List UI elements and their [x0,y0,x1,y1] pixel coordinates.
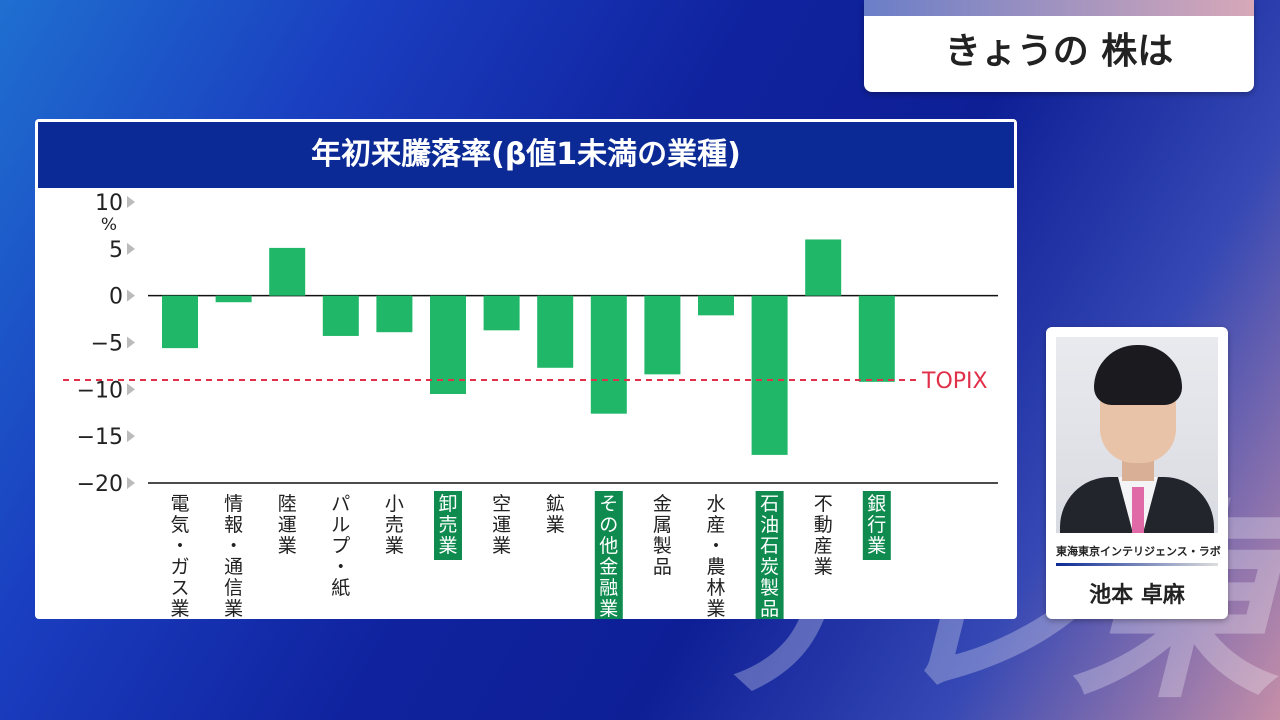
category-label: 情報・通信業 [224,493,243,619]
y-tick-marker [127,336,135,349]
category-label: パルプ・紙 [331,493,350,599]
category-label: 石油石炭製品 [760,493,779,619]
presenter-photo [1056,337,1218,533]
y-tick-label: −10 [77,378,123,403]
bar [430,295,466,395]
presenter-org: 東海東京インテリジェンス・ラボ [1056,545,1221,558]
category-label: 金属製品 [653,493,672,578]
presenter-card: 東海東京インテリジェンス・ラボ 池本 卓麻 [1046,327,1228,619]
y-tick-marker [127,196,135,208]
y-tick-marker [127,477,135,489]
category-label: 不動産業 [814,493,833,578]
bar [376,295,413,333]
bar [269,247,306,296]
bar [483,295,520,331]
y-tick-marker [127,383,135,396]
segment-title-card: きょうの 株は [864,0,1254,92]
chart-title: 年初来騰落率(β値1未満の業種) [38,122,1014,188]
y-tick-label: −5 [91,332,123,357]
bar [751,295,788,455]
bar [322,295,359,336]
title-card-strip [864,0,1254,16]
category-label: 空運業 [492,493,511,557]
bar [537,295,574,368]
category-highlight [594,491,623,619]
y-tick-label: 10 [95,191,123,216]
y-unit-label: % [101,215,117,235]
y-tick-label: −20 [77,472,123,497]
y-tick-label: 0 [109,285,123,310]
presenter-divider [1056,563,1218,566]
topix-label: TOPIX [921,369,988,394]
bar-chart: 10 5 0 −5 −10 −15 −20% 電気・ガス業 情報・通信業 陸運業 パルプ・紙 小売業 卸… [63,191,998,619]
chart-panel: 年初来騰落率(β値1未満の業種) 10 5 0 −5 −10 −15 −20% 電気・ガス業 情… [35,119,1017,619]
category-highlight [862,491,891,560]
presenter-name: 池本 卓麻 [1089,583,1185,608]
bar [215,295,252,303]
y-tick-marker [127,242,135,255]
category-label: 銀行業 [867,493,886,557]
y-tick-label: −15 [77,425,123,450]
y-tick-marker [127,289,135,302]
bar [162,295,198,349]
bar [698,295,734,316]
segment-title: きょうの 株は [944,31,1174,72]
y-tick-label: 5 [109,238,123,263]
category-highlight [755,491,784,619]
bar [805,239,842,296]
category-label: 電気・ガス業 [170,493,189,619]
category-label: 鉱業 [546,493,565,536]
category-label: 水産・農林業 [706,493,725,619]
bar [644,295,681,375]
category-highlight [434,491,462,560]
bar [590,295,627,414]
y-tick-marker [127,430,135,443]
category-label: 卸売業 [438,493,457,557]
category-label: 陸運業 [278,493,297,557]
category-label: その他金融業 [599,493,618,619]
bar [858,295,895,382]
category-label: 小売業 [385,493,404,557]
